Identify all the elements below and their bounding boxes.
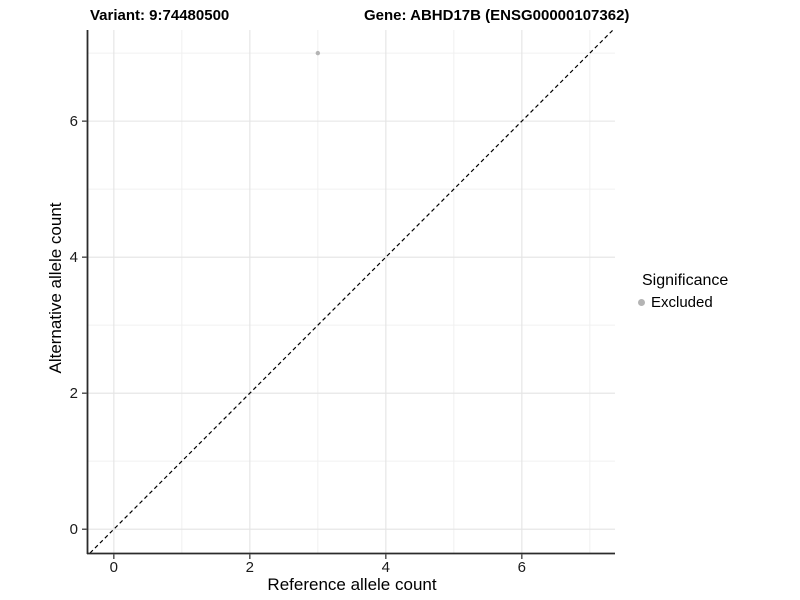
- excluded-marker-icon: [638, 299, 645, 306]
- x-tick-label: 0: [110, 559, 118, 576]
- y-axis-title: Alternative allele count: [46, 202, 65, 374]
- x-tick-label: 4: [382, 559, 390, 576]
- y-tick-label: 0: [70, 521, 78, 538]
- legend-entry-label: Excluded: [651, 294, 713, 311]
- identity-reference-line: [89, 29, 614, 554]
- data-point-excluded: [315, 50, 321, 56]
- y-tick-label: 6: [70, 113, 78, 130]
- legend-title: Significance: [642, 272, 729, 289]
- x-tick-label: 6: [518, 559, 526, 576]
- y-tick-label: 2: [70, 385, 78, 402]
- gene-title: Gene: ABHD17B (ENSG00000107362): [364, 7, 630, 24]
- x-tick-label: 2: [246, 559, 254, 576]
- variant-title: Variant: 9:74480500: [90, 7, 230, 24]
- legend: Significance Excluded: [634, 272, 728, 311]
- y-tick-label: 4: [70, 249, 78, 266]
- x-axis-title: Reference allele count: [267, 575, 437, 594]
- legend-entry-excluded: Excluded: [634, 294, 728, 311]
